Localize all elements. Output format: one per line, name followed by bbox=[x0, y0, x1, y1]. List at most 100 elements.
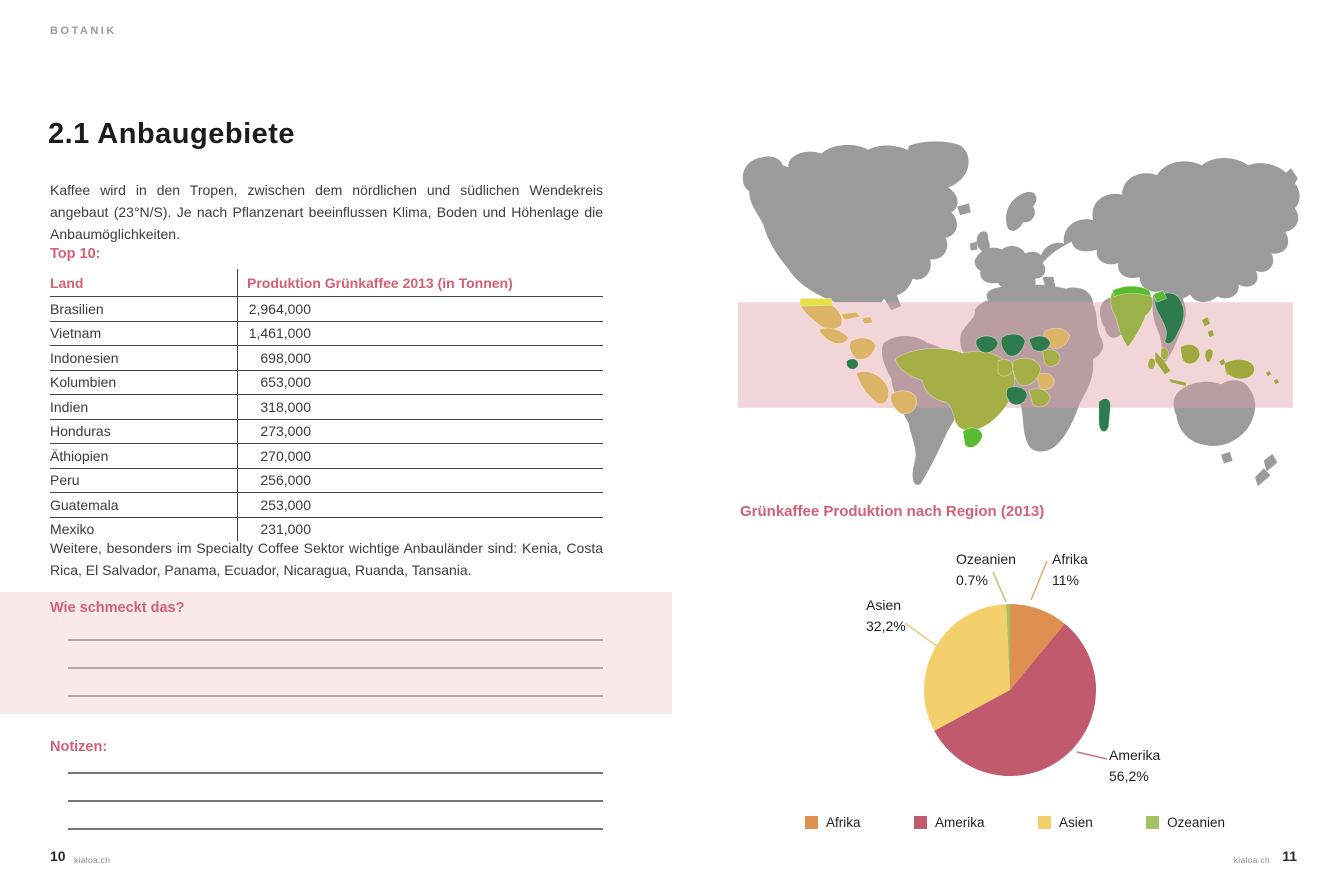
cell-country: Indonesien bbox=[50, 349, 119, 366]
table-divider bbox=[237, 269, 238, 541]
new-zealand-south bbox=[1255, 468, 1271, 487]
greenland bbox=[907, 141, 969, 190]
legend-swatch-ozeanien bbox=[1146, 816, 1160, 829]
callout-amerika-name: Amerika bbox=[1109, 747, 1161, 763]
cell-value: 698,000 bbox=[237, 350, 603, 366]
cell-value: 1,461,000 bbox=[237, 325, 603, 341]
hispaniola bbox=[861, 316, 874, 325]
philippines-1 bbox=[1201, 316, 1211, 328]
coffee-countries-yellow bbox=[799, 298, 834, 307]
nigeria-cameroon bbox=[1000, 333, 1026, 357]
table-row: Äthiopien 270,000 bbox=[50, 444, 603, 469]
pie-slice-afrika bbox=[1010, 604, 1065, 690]
intro-paragraph: Kaffee wird in den Tropen, zwischen dem … bbox=[50, 182, 603, 242]
callout-ozeanien-value: 0.7% bbox=[956, 572, 988, 588]
cell-country: Honduras bbox=[50, 423, 111, 440]
value-number: 253,000 bbox=[260, 496, 311, 513]
north-america bbox=[749, 144, 958, 303]
writing-line bbox=[68, 800, 603, 802]
value-number: 2,964,000 bbox=[248, 300, 311, 317]
legend-item-ozeanien: Ozeanien bbox=[1146, 815, 1225, 830]
legend-item-asien: Asien bbox=[1037, 815, 1093, 830]
coffee-countries-olive-dark bbox=[1154, 316, 1280, 387]
callout-ozeanien-name: Ozeanien bbox=[956, 551, 1016, 567]
writing-line bbox=[68, 772, 603, 774]
borneo bbox=[1179, 344, 1201, 365]
table-label: Top 10: bbox=[50, 246, 101, 262]
pie-slice-asien bbox=[924, 604, 1010, 731]
value-number: 256,000 bbox=[260, 472, 311, 489]
leader-line-afrika bbox=[1030, 560, 1048, 601]
callout-afrika-value: 11% bbox=[1052, 572, 1079, 588]
pie-legend: Afrika Amerika Asien Ozeanien bbox=[805, 815, 1225, 830]
sri-lanka bbox=[1147, 357, 1156, 370]
site-name-left: kialoa.ch bbox=[74, 855, 111, 865]
ivory-coast-ghana bbox=[975, 335, 999, 354]
notes-heading: Notizen: bbox=[50, 739, 108, 755]
cell-country: Brasilien bbox=[50, 300, 104, 317]
pie-chart bbox=[924, 604, 1096, 776]
europe bbox=[974, 246, 1046, 291]
tasmania bbox=[1221, 451, 1233, 464]
table-row: Brasilien 2,964,000 bbox=[50, 297, 603, 322]
gabon-congo bbox=[997, 359, 1014, 377]
kamchatka bbox=[1281, 168, 1298, 195]
callout-afrika-name: Afrika bbox=[1052, 551, 1088, 567]
taste-heading: Wie schmeckt das? bbox=[50, 600, 185, 616]
cell-value: 318,000 bbox=[237, 399, 603, 415]
value-number: 653,000 bbox=[260, 374, 311, 391]
writing-line bbox=[68, 828, 603, 830]
britain bbox=[976, 231, 990, 252]
value-number: 318,000 bbox=[260, 398, 311, 415]
chapter-kicker: BOTANIK bbox=[50, 25, 117, 37]
production-table: Land Produktion Grünkaffee 2013 (in Tonn… bbox=[50, 269, 603, 541]
brazil bbox=[894, 348, 1015, 431]
leader-line-asien bbox=[904, 622, 939, 648]
philippines-2 bbox=[1207, 329, 1215, 338]
zambia-mozambique bbox=[1028, 388, 1051, 408]
legend-swatch-afrika bbox=[805, 816, 818, 829]
tanzania bbox=[1036, 372, 1055, 391]
ireland bbox=[969, 241, 978, 251]
pie-slice-amerika bbox=[934, 623, 1096, 776]
cell-country: Guatemala bbox=[50, 496, 119, 513]
table-row: Indien 318,000 bbox=[50, 395, 603, 420]
indochina bbox=[1154, 292, 1185, 345]
mexico-north bbox=[799, 298, 834, 307]
uganda-kenya bbox=[1042, 349, 1061, 367]
cell-country: Vietnam bbox=[50, 325, 102, 342]
coffee-countries-dark-green bbox=[846, 292, 1185, 432]
sumatra bbox=[1154, 350, 1172, 376]
legend-item-amerika: Amerika bbox=[913, 815, 984, 830]
pie-slice-ozeanien bbox=[1006, 604, 1010, 690]
asia bbox=[1039, 158, 1300, 303]
writing-line bbox=[68, 639, 603, 641]
japan bbox=[1271, 203, 1293, 242]
page-number-left: 10 bbox=[50, 848, 66, 864]
bolivia bbox=[890, 390, 918, 415]
cell-value: 270,000 bbox=[237, 448, 603, 464]
legend-label-ozeanien: Ozeanien bbox=[1167, 815, 1225, 830]
coffee-countries-bright-green bbox=[962, 285, 1168, 448]
coffee-countries-olive bbox=[894, 347, 1170, 431]
cell-country: Äthiopien bbox=[50, 447, 109, 464]
table-row: Kolumbien 653,000 bbox=[50, 371, 603, 395]
table-row: Peru 256,000 bbox=[50, 469, 603, 493]
iceland bbox=[957, 203, 971, 216]
cell-country: Kolumbien bbox=[50, 374, 117, 391]
callout-amerika: Amerika 56,2% bbox=[1109, 745, 1160, 787]
cell-value: 653,000 bbox=[237, 374, 603, 390]
table-row: Guatemala 253,000 bbox=[50, 493, 603, 518]
paraguay-south-brazil bbox=[962, 427, 983, 448]
cell-value: 256,000 bbox=[237, 472, 603, 488]
florida bbox=[881, 290, 901, 311]
writing-line bbox=[68, 695, 603, 697]
callout-ozeanien: Ozeanien 0.7% bbox=[956, 549, 1016, 591]
australia bbox=[1173, 380, 1256, 447]
sulawesi bbox=[1204, 348, 1214, 363]
peru bbox=[855, 371, 889, 405]
cell-value: 253,000 bbox=[237, 497, 603, 513]
value-number: 1,461,000 bbox=[248, 325, 311, 342]
outro-paragraph: Weitere, besonders im Specialty Coffee S… bbox=[50, 540, 603, 578]
page-number-right: 11 bbox=[1282, 848, 1297, 864]
